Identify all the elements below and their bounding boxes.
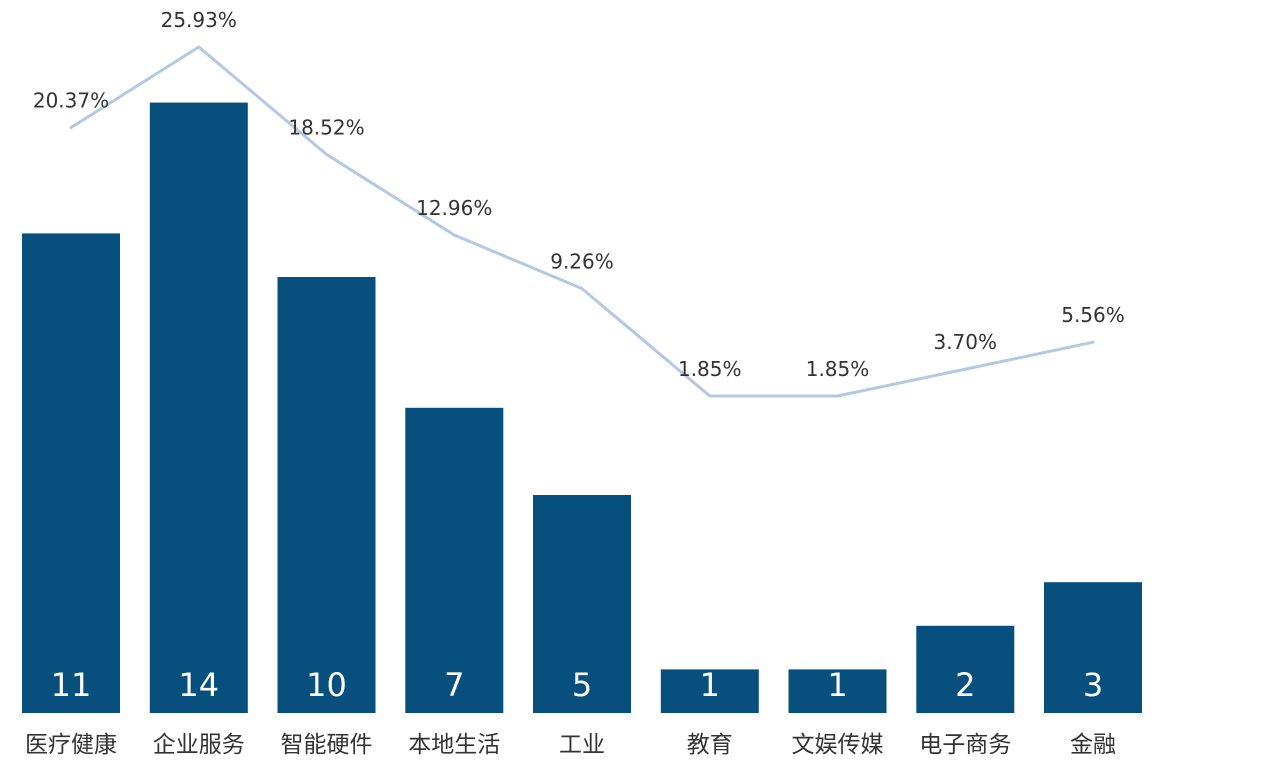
bar-value-label: 14 <box>178 666 219 704</box>
bar-value-label: 5 <box>572 666 592 704</box>
category-label: 金融 <box>1070 732 1116 758</box>
bar-value-label: 2 <box>955 666 975 704</box>
bar-value-labels: 11 14 10 7 5 1 1 2 3 <box>51 666 1104 704</box>
bar <box>533 495 631 713</box>
line-value-label: 5.56% <box>1061 303 1125 327</box>
category-label: 智能硬件 <box>281 732 373 758</box>
category-axis-labels: 医疗健康 企业服务 智能硬件 本地生活 工业 教育 文娱传媒 电子商务 金融 <box>25 732 1116 758</box>
bar-value-label: 11 <box>51 666 92 704</box>
bar-value-label: 10 <box>306 666 347 704</box>
line-value-label: 1.85% <box>806 357 870 381</box>
bar <box>788 669 887 713</box>
line-series <box>69 45 1095 398</box>
bar <box>916 625 1015 713</box>
line-value-label: 18.52% <box>288 115 364 139</box>
bar <box>405 407 504 713</box>
bar <box>1044 582 1142 713</box>
bar <box>660 669 759 713</box>
line-value-label: 12.96% <box>416 196 492 220</box>
bar-value-label: 1 <box>700 666 720 704</box>
category-label: 医疗健康 <box>25 732 117 758</box>
bar-value-label: 7 <box>444 666 464 704</box>
bar <box>277 277 376 713</box>
bar-series <box>22 102 1142 714</box>
line-value-label: 1.85% <box>678 357 742 381</box>
category-label: 工业 <box>559 732 605 758</box>
line-path <box>69 45 1095 398</box>
category-label: 本地生活 <box>408 732 500 758</box>
bar-value-label: 1 <box>827 666 847 704</box>
bar-value-label: 3 <box>1083 666 1103 704</box>
category-label: 教育 <box>687 732 733 758</box>
line-value-labels: 20.37% 25.93% 18.52% 12.96% 9.26% 1.85% 1.85% 3… <box>33 8 1125 381</box>
line-value-label: 3.70% <box>933 330 997 354</box>
line-value-label: 9.26% <box>550 250 614 274</box>
category-label: 文娱传媒 <box>792 732 884 758</box>
bar <box>149 102 248 714</box>
category-label: 企业服务 <box>153 732 245 758</box>
line-value-label: 20.37% <box>33 89 109 113</box>
bar <box>22 233 120 713</box>
line-value-label: 25.93% <box>161 8 237 32</box>
category-label: 电子商务 <box>919 732 1011 758</box>
